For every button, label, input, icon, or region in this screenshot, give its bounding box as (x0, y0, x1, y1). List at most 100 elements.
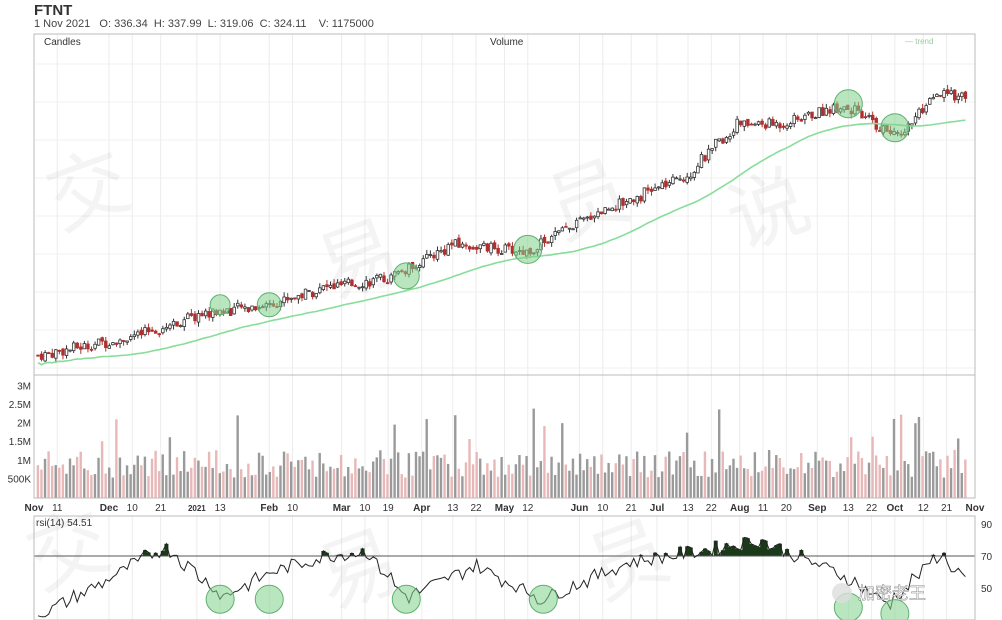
volume-bar (179, 471, 182, 498)
volume-tick-label: 2M (17, 419, 31, 430)
candle-body (285, 297, 290, 301)
volume-bar (721, 451, 724, 498)
candle-body (350, 279, 354, 287)
volume-bar (418, 456, 421, 498)
volume-bar (300, 459, 304, 498)
candle-body (125, 340, 129, 343)
volume-bar (525, 456, 528, 498)
volume-bar (307, 469, 311, 498)
volume-bar (946, 455, 949, 498)
candle-body (357, 286, 361, 289)
candle-body (189, 313, 194, 316)
volume-bar (593, 456, 596, 498)
volume-bar (503, 474, 507, 498)
candle-body (335, 282, 340, 288)
volume-bar (714, 472, 717, 498)
watermark-glyph: 说 (715, 153, 822, 268)
volume-bar (322, 463, 325, 498)
volume-bar (489, 470, 493, 498)
volume-bar (610, 472, 614, 498)
candle-body (332, 283, 336, 290)
candle-body (589, 215, 593, 220)
volume-bar (942, 477, 946, 498)
candle-body (781, 125, 786, 128)
candle-body (353, 285, 358, 288)
candle-body (792, 115, 796, 124)
volume-bar (732, 458, 735, 498)
candle-body (585, 216, 590, 219)
candle-body (628, 198, 632, 204)
candle-body (186, 313, 190, 320)
candle-body (956, 95, 960, 100)
x-tick-label: Mar (333, 503, 351, 514)
candle-body (760, 120, 764, 125)
candle-body (621, 198, 625, 206)
volume-bar (653, 455, 657, 498)
volume-bar (122, 475, 125, 498)
x-tick-label: Oct (887, 503, 904, 514)
candle-body (450, 242, 454, 246)
volume-bar (907, 464, 910, 498)
volume-bar (240, 469, 243, 498)
rsi-panel-frame (33, 515, 976, 620)
x-tick-label: 22 (471, 503, 483, 514)
volume-bar (800, 453, 803, 498)
rsi-line (37, 536, 966, 618)
volume-bar (735, 467, 739, 498)
candle-body (360, 286, 365, 289)
volume-bar (425, 419, 428, 498)
volume-bar (518, 455, 521, 498)
volume-bar (685, 432, 689, 498)
candle-body (382, 275, 386, 283)
candle-body (953, 89, 957, 101)
volume-bar (207, 451, 211, 498)
volume-tick-label: 2.5M (9, 400, 31, 411)
volume-bar (254, 474, 257, 498)
volume-bar (703, 451, 707, 498)
volume-bar (899, 414, 903, 498)
volume-bar (36, 465, 40, 498)
candle-body (692, 171, 697, 178)
volume-bar (892, 418, 896, 498)
volume-bar (450, 476, 453, 498)
candle-body (100, 337, 104, 342)
volume-bar (682, 452, 685, 498)
watermark: 交易员说交易员 (15, 133, 822, 620)
volume-bar (314, 476, 318, 498)
candle-body (592, 215, 597, 219)
volume-bar (414, 451, 418, 498)
volume-bar (297, 460, 300, 498)
candle-body (560, 227, 565, 232)
volume-bar (318, 452, 321, 498)
volume-tick-label: 1.5M (9, 437, 31, 448)
x-tick-label: 11 (758, 503, 769, 514)
candle-body (696, 165, 700, 174)
candle-body (542, 236, 547, 244)
candle-body (96, 338, 101, 346)
candle-body (75, 342, 79, 349)
volume-bar (329, 466, 332, 498)
candle-body (371, 278, 376, 286)
volume-bar (40, 469, 43, 498)
volume-bar (500, 457, 503, 498)
volume-bar (643, 455, 646, 498)
volume-bar (421, 451, 425, 498)
candle-body (714, 138, 718, 148)
candle-body (567, 227, 572, 230)
volume-bar (311, 460, 314, 498)
volume-bar (108, 467, 111, 498)
candle-body (771, 119, 775, 126)
volume-bar (343, 476, 346, 498)
volume-bar (411, 475, 414, 498)
candle-body (460, 243, 465, 248)
volume-bar (243, 477, 246, 498)
volume-bar (236, 415, 239, 498)
x-tick-label: 13 (447, 503, 459, 514)
volume-bar (935, 466, 938, 498)
candle-body (596, 211, 600, 218)
candle-body (553, 231, 557, 236)
candle-body (767, 118, 771, 128)
candle-body (107, 345, 112, 349)
volume-bar (792, 469, 796, 498)
volume-bar (229, 469, 232, 498)
